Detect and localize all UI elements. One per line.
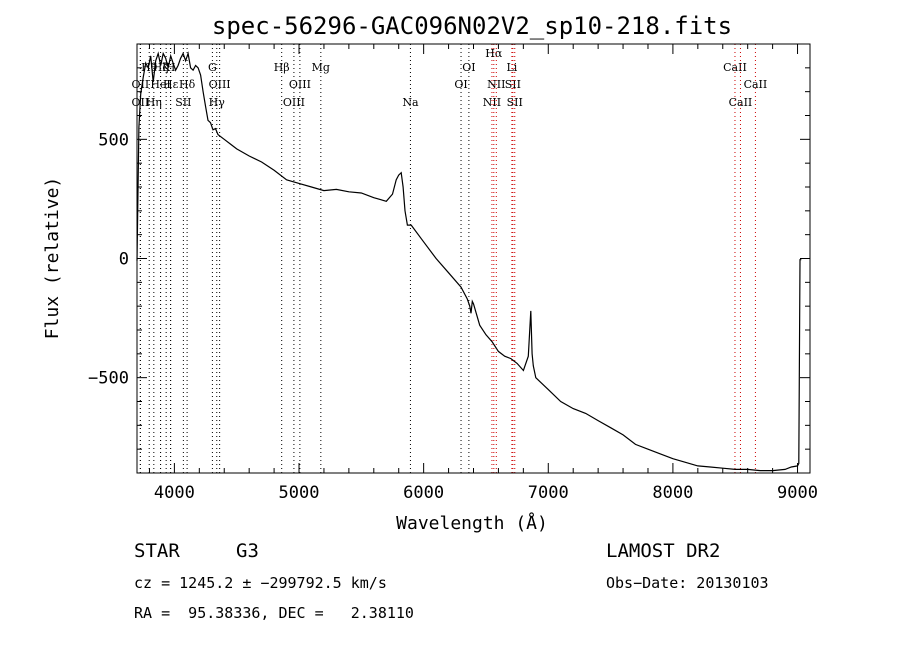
- object-type: STAR: [134, 540, 180, 562]
- y-tick-label: 0: [119, 250, 129, 270]
- line-marker-label: Li: [506, 61, 517, 74]
- line-marker-label: K: [162, 61, 171, 74]
- axes: 4000 5000 6000 7000 8000 9000 −500 0 500: [88, 43, 818, 503]
- line-marker-label: NII: [487, 78, 505, 91]
- line-marker-label: OI: [454, 78, 467, 91]
- line-marker-label: Na: [402, 96, 419, 109]
- observation-date: Obs−Date: 20130103: [606, 574, 769, 592]
- coordinates: RA = 95.38336, DEC = 2.38110: [134, 604, 414, 622]
- x-axis-label: Wavelength (Å): [396, 512, 548, 534]
- line-marker-label: SII: [507, 96, 523, 109]
- line-marker-label: Hα: [485, 47, 503, 60]
- line-marker-label: HeI: [150, 78, 170, 91]
- y-axis-label: Flux (relative): [42, 177, 63, 340]
- line-markers: OIIOIIHθHηHζHeIKHHεSIIHδGHγOIIIHβOIIIOII…: [132, 44, 768, 473]
- x-tick-label: 9000: [777, 483, 818, 503]
- line-marker-label: SII: [505, 78, 521, 91]
- spectrum-line: [136, 51, 802, 472]
- y-tick-label: −500: [88, 369, 129, 389]
- line-marker-label: Hβ: [274, 61, 290, 74]
- plot-frame: [136, 43, 811, 474]
- redshift-value: cz = 1245.2 ± −299792.5 km/s: [134, 574, 387, 592]
- line-marker-label: CaII: [723, 61, 747, 74]
- line-marker-label: OI: [462, 61, 475, 74]
- spectrum-plot: spec-56296-GAC096N02V2_sp10-218.fits OII…: [42, 12, 818, 534]
- x-tick-label: 6000: [403, 483, 444, 503]
- line-marker-label: Hδ: [179, 78, 196, 91]
- line-marker-label: H: [166, 61, 176, 74]
- line-marker-label: G: [208, 61, 217, 74]
- y-tick-label: 500: [98, 130, 129, 150]
- line-marker-label: OIII: [283, 96, 305, 109]
- line-marker-label: Hη: [146, 96, 162, 109]
- x-tick-label: 4000: [154, 483, 195, 503]
- survey-name: LAMOST DR2: [606, 540, 721, 562]
- line-marker-label: Hε: [163, 78, 179, 91]
- line-marker-label: CaII: [729, 96, 753, 109]
- line-marker-label: NII: [483, 96, 501, 109]
- line-marker-label: OIII: [209, 78, 231, 91]
- line-marker-label: OIII: [289, 78, 311, 91]
- x-tick-label: 5000: [279, 483, 320, 503]
- subclass: G3: [236, 540, 259, 562]
- line-marker-label: CaII: [744, 78, 768, 91]
- x-tick-label: 7000: [528, 483, 569, 503]
- line-marker-label: Hζ: [153, 61, 169, 74]
- line-marker-label: Hγ: [209, 96, 226, 109]
- line-marker-label: SII: [175, 96, 191, 109]
- x-tick-label: 8000: [652, 483, 693, 503]
- chart-title: spec-56296-GAC096N02V2_sp10-218.fits: [212, 12, 732, 40]
- line-marker-label: Mg: [312, 61, 330, 74]
